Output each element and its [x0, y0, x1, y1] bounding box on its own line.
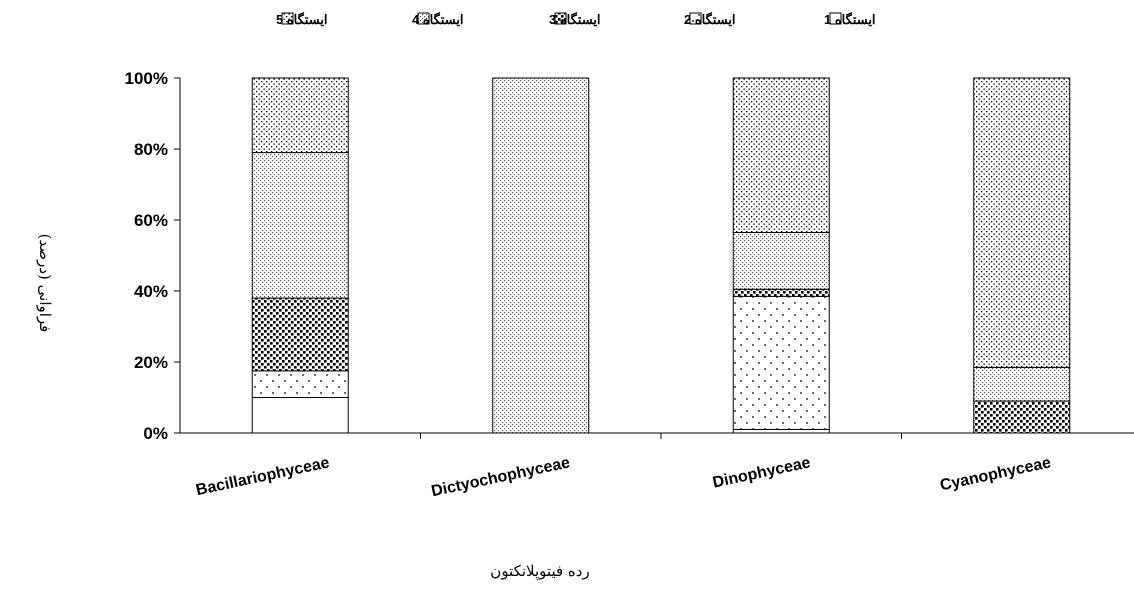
x-axis-title: رده فیتوپلانکتون — [490, 562, 589, 580]
y-tick-label: 60% — [134, 211, 168, 230]
legend: ایستگاه 1 ایستگاه 2 ایستگاه 3 ایستگاه 4 ایست… — [276, 11, 876, 27]
legend-swatch — [554, 12, 567, 25]
bar-segment — [251, 397, 349, 434]
bar-segment — [251, 370, 349, 398]
bar-segment — [732, 77, 830, 233]
y-tick-label: 0% — [143, 424, 168, 443]
bar-segment — [492, 77, 590, 434]
y-tick-label: 80% — [134, 140, 168, 159]
legend-label: ایستگاه 5 — [276, 11, 328, 27]
bar-segment — [732, 428, 830, 434]
category-label: Dictyochophyceae — [430, 454, 572, 500]
legend-label: ایستگاه 2 — [684, 11, 736, 27]
bars — [251, 77, 1071, 434]
bar-segment — [251, 297, 349, 372]
legend-label: ایستگاه 4 — [412, 11, 464, 27]
legend-label: ایستگاه 3 — [549, 11, 601, 27]
legend-swatch — [689, 12, 702, 25]
legend-swatch — [829, 12, 842, 25]
bar-segment — [732, 288, 830, 297]
bar-segment — [732, 295, 830, 430]
bar-segment — [732, 231, 830, 290]
legend-swatch — [281, 12, 294, 25]
legend-label: ایستگاه 1 — [824, 11, 876, 27]
category-label: Cyanophyceae — [939, 454, 1053, 494]
y-tick-label: 40% — [134, 282, 168, 301]
bar-segment — [973, 366, 1071, 402]
bar-segment — [251, 77, 349, 154]
y-axis-title: فراوانی (درصد) — [36, 234, 54, 333]
bar-segment — [973, 77, 1071, 368]
category-label: Dinophyceae — [711, 454, 812, 491]
y-tick-label: 20% — [134, 353, 168, 372]
category-label: Bacillariophyceae — [194, 454, 331, 499]
bar-segment — [973, 400, 1071, 434]
y-tick-label: 100% — [125, 69, 168, 88]
bar-segment — [251, 152, 349, 299]
legend-swatch — [417, 12, 430, 25]
